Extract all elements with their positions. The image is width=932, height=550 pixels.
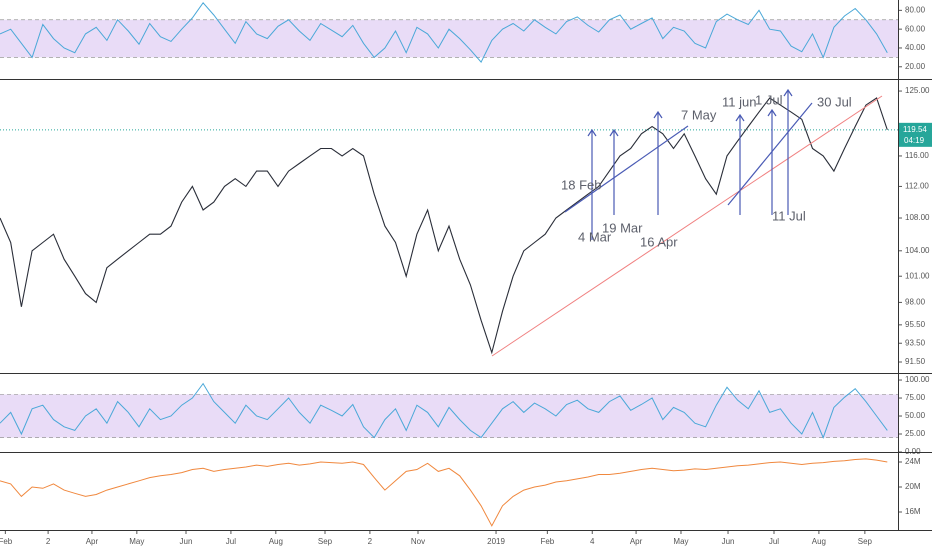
x-tick-label: Apr <box>86 537 99 546</box>
series-line <box>0 458 888 527</box>
x-tick-label: Jul <box>226 537 236 546</box>
x-tick-label: 2019 <box>487 537 505 546</box>
trend-line <box>727 102 813 206</box>
y-tick-label: 101.00 <box>905 271 930 280</box>
annotation: 18 Feb <box>561 177 601 192</box>
arrow <box>609 128 619 215</box>
y-tick-label: 91.50 <box>905 357 926 366</box>
price-label: 119.54 <box>903 125 927 134</box>
y-tick-label: 95.50 <box>905 320 926 329</box>
x-tick-label: Apr <box>630 537 643 546</box>
x-tick-label: Sep <box>318 537 333 546</box>
trend-line <box>564 125 689 213</box>
y-tick-label: 75.00 <box>905 393 926 402</box>
y-tick-label: 20.00 <box>905 62 926 71</box>
arrow <box>767 108 777 215</box>
countdown: 04:19 <box>904 136 925 145</box>
annotation: 1 Jul <box>755 92 783 107</box>
y-tick-label: 50.00 <box>905 411 926 420</box>
y-tick-label: 100.00 <box>905 375 930 384</box>
arrows <box>587 88 793 240</box>
annotation: 30 Jul <box>817 94 852 109</box>
annotation: 11 Jul <box>772 208 806 223</box>
arrow <box>783 88 793 215</box>
y-tick-label: 16M <box>905 507 921 516</box>
arrow <box>735 113 745 215</box>
x-tick-label: Feb <box>0 537 13 546</box>
y-tick-label: 116.00 <box>905 151 929 160</box>
y-tick-label: 24M <box>905 457 921 466</box>
y-tick-label: 98.00 <box>905 298 926 307</box>
x-tick-label: Sep <box>858 537 873 546</box>
series-line <box>0 97 888 355</box>
y-tick-label: 25.00 <box>905 429 926 438</box>
x-tick-label: Jul <box>769 537 779 546</box>
rsi-band <box>0 394 898 438</box>
y-tick-label: 125.00 <box>905 86 930 95</box>
annotation: 7 May <box>681 107 717 122</box>
series-line <box>0 1 888 63</box>
x-tick-label: 2 <box>46 537 51 546</box>
x-tick-label: May <box>673 537 688 546</box>
y-tick-label: 0.00 <box>905 447 921 456</box>
y-tick-label: 20M <box>905 482 921 491</box>
x-tick-label: Aug <box>812 537 826 546</box>
x-tick-label: Jun <box>722 537 735 546</box>
y-tick-label: 60.00 <box>905 24 926 33</box>
annotation: 4 Mar <box>578 229 612 244</box>
y-tick-label: 104.00 <box>905 246 930 255</box>
x-tick-label: 2 <box>368 537 373 546</box>
price-box <box>899 122 932 147</box>
y-tick-label: 108.00 <box>905 213 930 222</box>
y-tick-label: 40.00 <box>905 43 926 52</box>
arrow <box>653 110 663 215</box>
rsi-band <box>0 19 898 58</box>
y-tick-label: 112.00 <box>905 182 929 191</box>
annotation: 19 Mar <box>602 220 643 235</box>
x-tick-label: 4 <box>590 537 595 546</box>
x-tick-label: Jun <box>180 537 193 546</box>
arrow <box>587 128 597 240</box>
x-tick-label: Nov <box>411 537 425 546</box>
y-tick-label: 93.50 <box>905 338 926 347</box>
annotation: 16 Apr <box>640 234 678 249</box>
x-tick-label: Feb <box>540 537 554 546</box>
x-tick-label: Aug <box>269 537 283 546</box>
trend-line <box>491 95 883 357</box>
annotation: 11 jun <box>722 94 756 109</box>
series-line <box>0 382 888 439</box>
y-tick-label: 80.00 <box>905 5 926 14</box>
x-tick-label: May <box>129 537 144 546</box>
